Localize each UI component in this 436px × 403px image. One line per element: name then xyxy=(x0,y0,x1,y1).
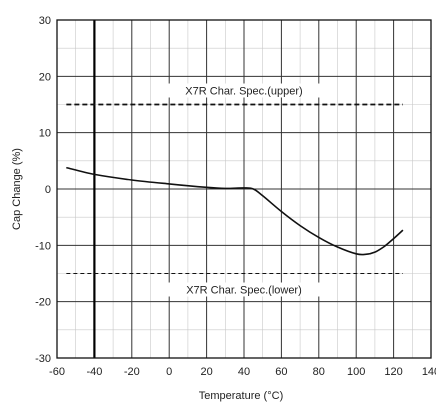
x-tick-label: 140 xyxy=(422,366,436,378)
y-tick-label: 0 xyxy=(45,184,51,196)
x-tick-label: -40 xyxy=(86,366,102,378)
x-tick-label: 60 xyxy=(275,366,287,378)
y-tick-label: 20 xyxy=(39,71,51,83)
y-tick-label: -20 xyxy=(35,297,51,309)
series-line xyxy=(66,166,404,256)
y-tick-label: -30 xyxy=(35,353,51,365)
spec-label-background xyxy=(166,83,322,98)
x-tick-label: -60 xyxy=(49,366,65,378)
y-tick-label: 10 xyxy=(39,128,51,140)
x-axis-label: Temperature (°C) xyxy=(199,390,283,402)
x-tick-label: 120 xyxy=(384,366,402,378)
y-tick-label: -10 xyxy=(35,240,51,252)
chart-marks: X7R Char. Spec.(upper) X7R Char. Spec.(lo… xyxy=(66,83,404,297)
y-tick-label: 30 xyxy=(39,15,51,27)
x-tick-label: 40 xyxy=(238,366,250,378)
spec-label-background xyxy=(166,282,322,297)
x-tick-label: 0 xyxy=(166,366,172,378)
x-tick-label: 20 xyxy=(200,366,212,378)
grid xyxy=(56,19,432,359)
x-tick-label: -20 xyxy=(124,366,140,378)
x-tick-label: 100 xyxy=(347,366,365,378)
x-tick-label: 80 xyxy=(313,366,325,378)
y-axis-label: Cap Change (%) xyxy=(11,148,23,230)
spec-label-upper: X7R Char. Spec.(upper) xyxy=(185,86,302,98)
plot-frame xyxy=(56,19,432,359)
spec-label-lower: X7R Char. Spec.(lower) xyxy=(186,285,302,297)
